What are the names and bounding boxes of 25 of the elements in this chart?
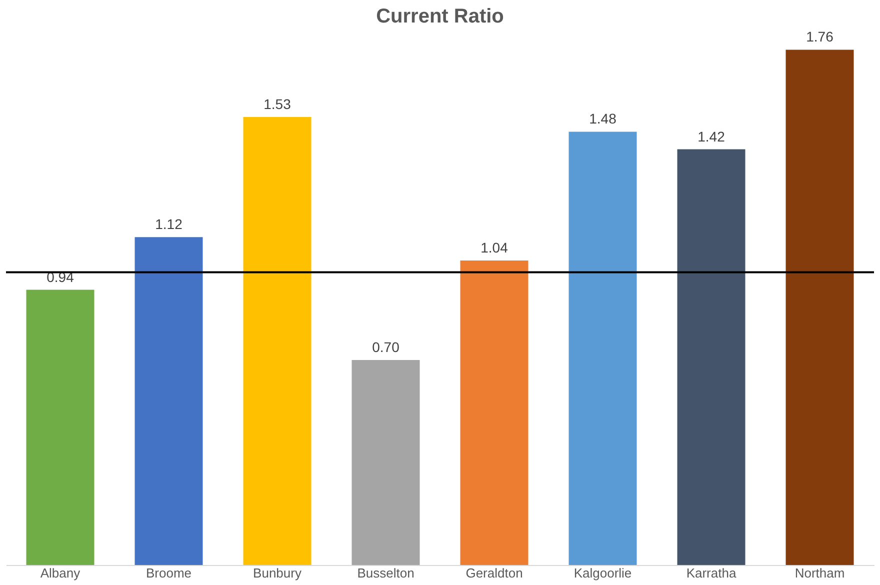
x-tick-label: Karratha [686, 566, 737, 580]
bar [786, 50, 854, 565]
bar [134, 237, 203, 565]
bar [460, 260, 528, 565]
data-label: 0.70 [372, 339, 400, 356]
data-label: 0.94 [46, 268, 74, 285]
data-label: 1.42 [698, 128, 726, 144]
x-tick-label: Northam [794, 566, 845, 580]
bar [568, 132, 637, 565]
data-label: 1.48 [589, 110, 617, 127]
bar [352, 360, 420, 565]
x-tick-label: Kalgoorlie [574, 566, 632, 580]
x-tick-label: Broome [146, 566, 192, 580]
data-label: 1.76 [806, 28, 834, 45]
x-tick-label: Bunbury [253, 566, 302, 580]
bar [26, 290, 94, 565]
data-label: 1.12 [155, 216, 183, 232]
x-tick-label: Busselton [357, 566, 414, 580]
x-tick-label: Geraldton [466, 566, 523, 580]
x-tick-label: Albany [40, 566, 81, 580]
chart-title: Current Ratio [376, 6, 504, 28]
bar [677, 149, 746, 565]
data-label: 1.53 [264, 96, 292, 112]
data-label: 1.04 [480, 240, 508, 256]
bar [243, 117, 312, 565]
